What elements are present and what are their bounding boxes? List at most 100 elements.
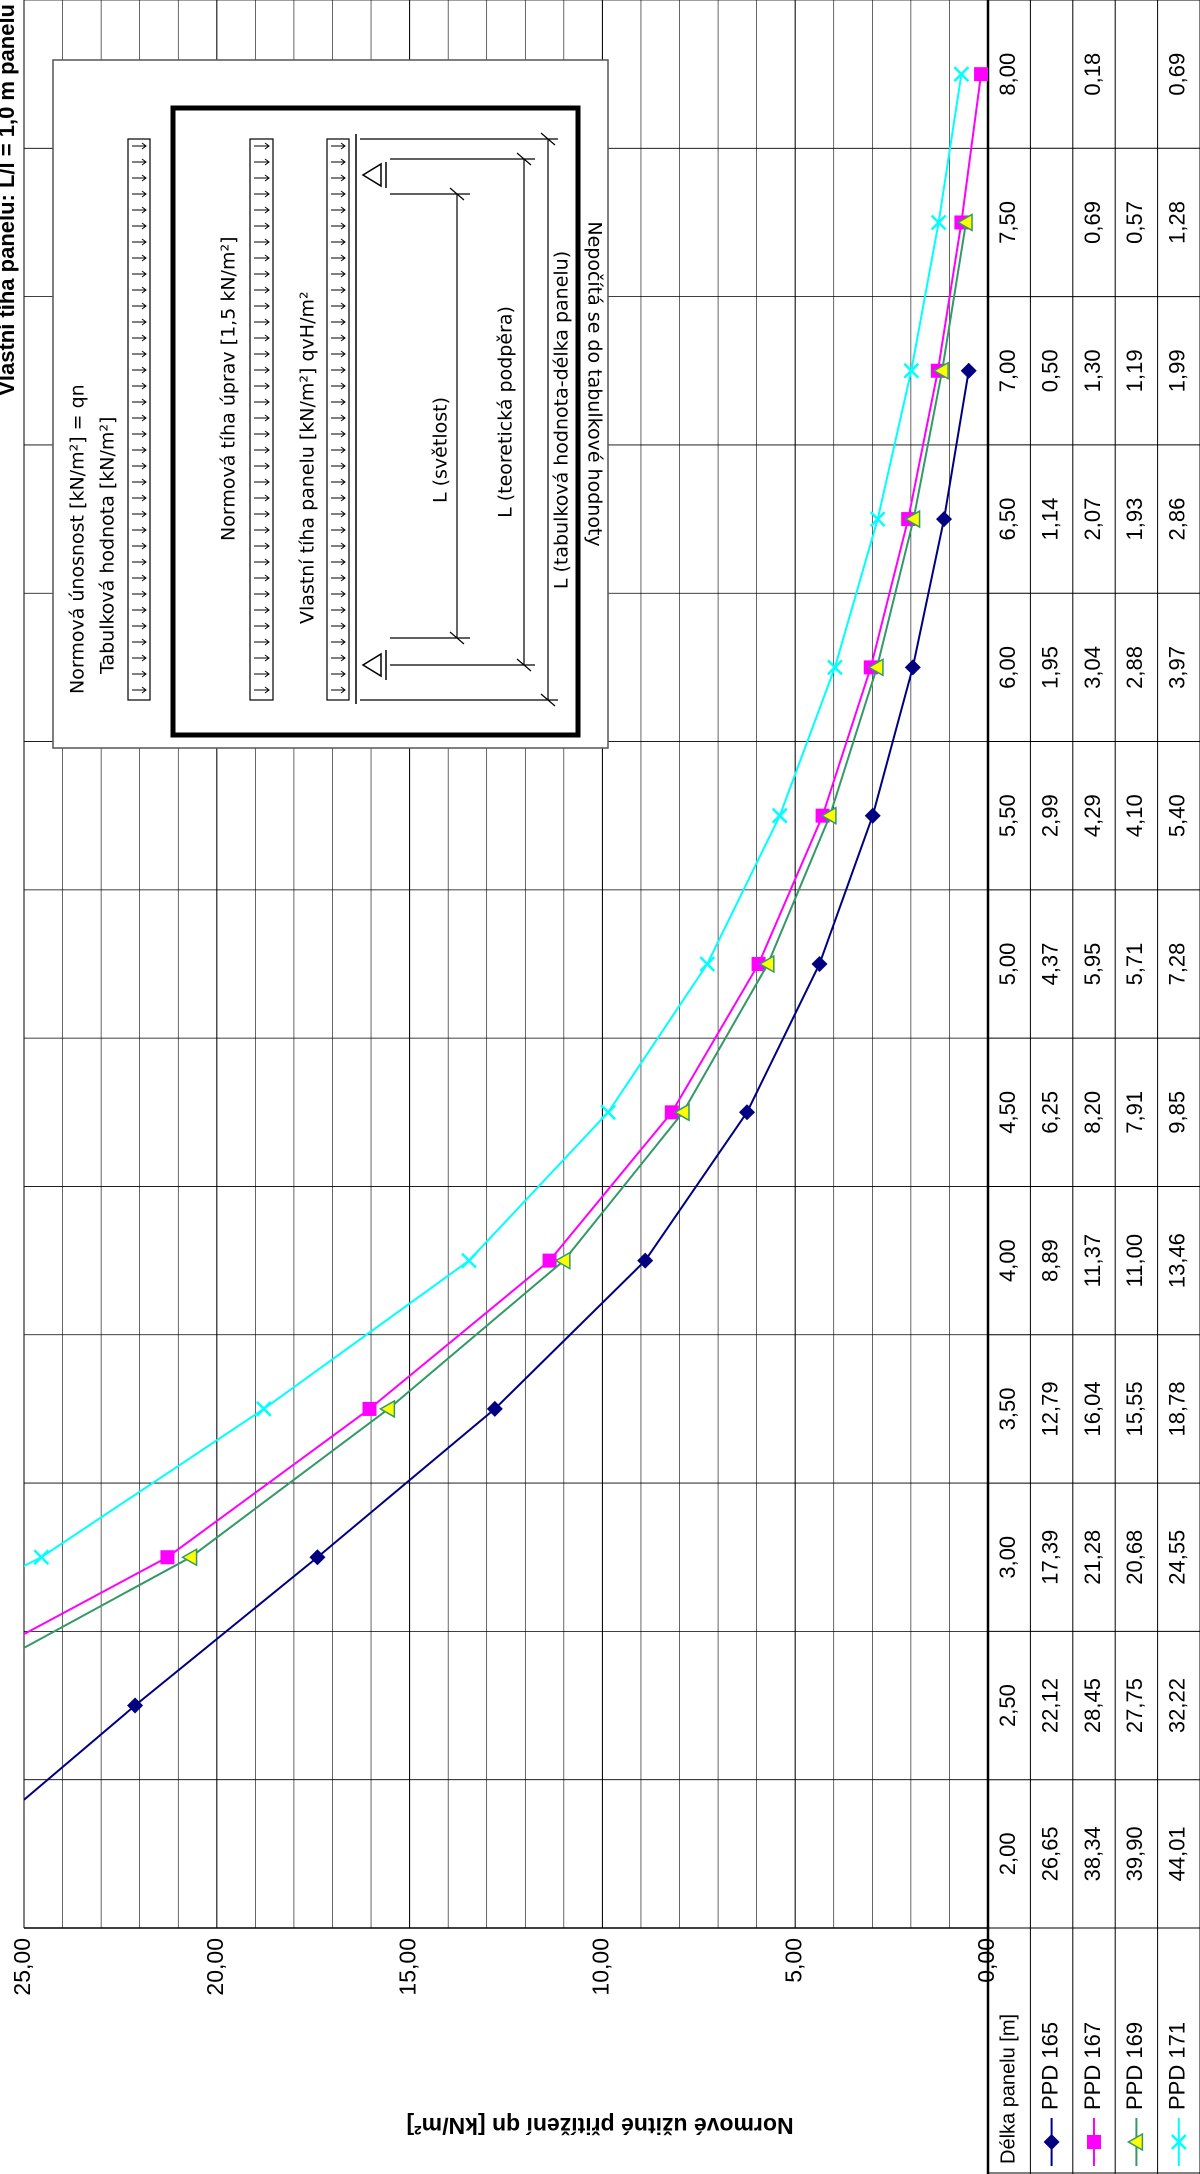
x-tick-label: 8,00 [995,53,1020,96]
inset-text: Tabulková hodnota [kN/m²] [97,417,119,675]
support [361,652,382,678]
table-value: 39,90 [1122,1826,1147,1881]
chart-title: Vlastní tíha panelu: L/l = 1,0 m panelu [0,4,19,396]
marker [1126,2132,1144,2152]
marker [827,659,843,676]
inset-text: Normová tíha úprav [1,5 kN/m²] [218,237,240,542]
table-value: 6,25 [1037,1091,1062,1134]
dimension-lines [360,132,558,707]
table-value: 1,99 [1165,349,1190,392]
y-tick-label: 5,00 [780,1938,806,1983]
marker [904,509,921,529]
marker [255,1401,272,1417]
y-tick-label: 0,00 [973,1938,999,1983]
marker [637,1252,654,1269]
table-value: 38,34 [1080,1826,1105,1881]
marker [930,214,947,231]
marker [932,361,949,381]
table-value: 0,69 [1165,53,1190,96]
data-table: Délka panelu [m] 2,00 2,50 3,00 3,50 4,00 4,50… [988,0,1200,2174]
x-tick-label: 4,50 [995,1091,1020,1134]
table-value: 0,57 [1122,201,1147,244]
table-value: 22,12 [1037,1678,1062,1733]
marker [33,1549,50,1566]
table-value: 5,95 [1080,943,1105,986]
table-value: 2,88 [1122,646,1147,689]
table-value: 0,18 [1080,53,1105,96]
y-tick-label: 20,00 [202,1938,228,1996]
marker [974,67,988,82]
x-tick-label: 2,00 [995,1832,1020,1875]
marker [554,1251,571,1270]
x-tick-label: 2,50 [995,1684,1020,1727]
marker [664,1105,679,1120]
table-value: 13,46 [1165,1233,1190,1288]
table-value: 1,28 [1165,201,1190,244]
inset-box [170,105,581,738]
x-tick-label: 7,50 [995,201,1020,244]
marker [820,806,837,825]
inset-diagram: Normová únosnost [kN/m²] = qn Tabulková … [52,59,609,749]
marker [461,1252,477,1269]
plot [24,66,988,1855]
table-value: 7,28 [1165,943,1190,986]
table-value: 3,04 [1080,646,1105,689]
legend-label: PPD 167 [1080,2022,1105,2110]
table-value: 26,65 [1037,1826,1062,1881]
load-arrows [132,142,147,694]
x-tick-label: 5,50 [995,794,1020,837]
x-tick-label: 5,00 [995,943,1020,986]
marker [771,807,788,824]
y-tick-label: 15,00 [395,1938,421,1996]
marker [1170,2134,1187,2150]
load-arrows [331,142,346,694]
marker [864,807,881,824]
table-value: 1,30 [1080,349,1105,392]
legend-label: PPD 171 [1165,2022,1190,2110]
y-tick-label: 10,00 [587,1938,613,1996]
table-value: 1,14 [1037,498,1062,541]
support [361,162,382,188]
table-value: 21,28 [1080,1530,1105,1585]
marker [362,1401,377,1416]
load-strip [127,138,151,701]
marker [953,66,970,83]
table-value: 2,07 [1080,498,1105,541]
table-value: 7,91 [1122,1091,1147,1134]
inset-note: Nepočítá se do tabulkové hodnoty [584,221,606,546]
marker [956,213,973,232]
marker [542,1253,557,1268]
x-axis-title: Délka panelu [m] [997,2014,1019,2164]
table-value: 1,93 [1122,498,1147,541]
table-value: 11,37 [1080,1234,1105,1287]
table-value: 4,29 [1080,794,1105,837]
x-tick-label: 6,50 [995,498,1020,541]
inset-text: L (tabulková hodnota-délka panelu) [551,251,573,589]
table-value: 17,39 [1037,1530,1062,1585]
table-value: 24,55 [1165,1530,1190,1585]
table-value: 18,78 [1165,1381,1190,1436]
marker [1087,2135,1101,2149]
load-strip [249,138,274,701]
inset-text: Vlastní tíha panelu [kN/m²] qvH/m² [297,291,319,624]
inset-text: L (světlost) [430,397,452,503]
inset-text: Normová únosnost [kN/m²] = qn [67,384,89,694]
marker [486,1400,503,1417]
marker [960,362,977,379]
marker [127,1697,144,1714]
table-value: 2,86 [1165,498,1190,541]
series-line [24,222,968,1855]
table-value: 28,45 [1080,1678,1105,1733]
table-value: 8,20 [1080,1091,1105,1134]
table-value: 16,04 [1080,1381,1105,1436]
x-tick-label: 3,00 [995,1536,1020,1579]
table-value: 1,19 [1122,349,1147,392]
marker [904,659,921,676]
table-value: 5,71 [1122,943,1147,986]
marker [936,511,953,528]
y-axis-title: Normové užitné přitížení qn [kN/m²] [406,2113,793,2139]
marker [600,1104,617,1121]
table-value: 4,37 [1037,943,1062,986]
legend-label: PPD 169 [1122,2022,1147,2110]
